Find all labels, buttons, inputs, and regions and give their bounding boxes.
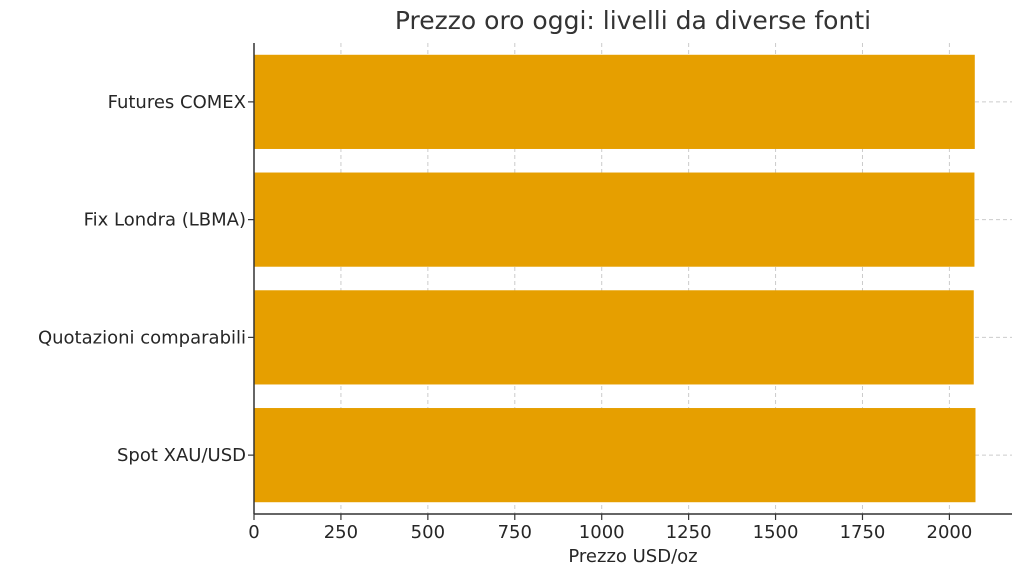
bar-fix-londra-lbma- bbox=[254, 172, 975, 267]
y-tick-label: Futures COMEX bbox=[108, 92, 246, 113]
x-tick-label: 0 bbox=[248, 522, 259, 543]
y-tick-label: Quotazioni comparabili bbox=[38, 327, 246, 348]
x-tick-label: 500 bbox=[411, 522, 445, 543]
x-tick-label: 1250 bbox=[666, 522, 712, 543]
bar-quotazioni-comparabili bbox=[254, 290, 974, 385]
x-tick-label: 250 bbox=[324, 522, 358, 543]
x-tick-label: 1500 bbox=[753, 522, 799, 543]
x-axis-label: Prezzo USD/oz bbox=[568, 546, 697, 567]
bar-spot-xau-usd bbox=[254, 408, 976, 503]
chart-title: Prezzo oro oggi: livelli da diverse font… bbox=[394, 6, 872, 35]
axes bbox=[253, 43, 1012, 515]
x-tick-label: 1750 bbox=[840, 522, 886, 543]
y-ticks: Spot XAU/USD Quotazioni comparabili Fix Lo… bbox=[38, 92, 254, 466]
y-tick-label: Fix Londra (LBMA) bbox=[84, 210, 246, 231]
x-tick-label: 1000 bbox=[579, 522, 625, 543]
x-tick-label: 750 bbox=[498, 522, 532, 543]
x-tick-label: 2000 bbox=[927, 522, 973, 543]
y-tick-label: Spot XAU/USD bbox=[117, 445, 246, 466]
x-ticks: 0 250 500 750 1000 1250 1500 1750 2000 bbox=[248, 514, 972, 543]
bar-futures-comex bbox=[254, 54, 975, 149]
bars bbox=[254, 54, 976, 503]
